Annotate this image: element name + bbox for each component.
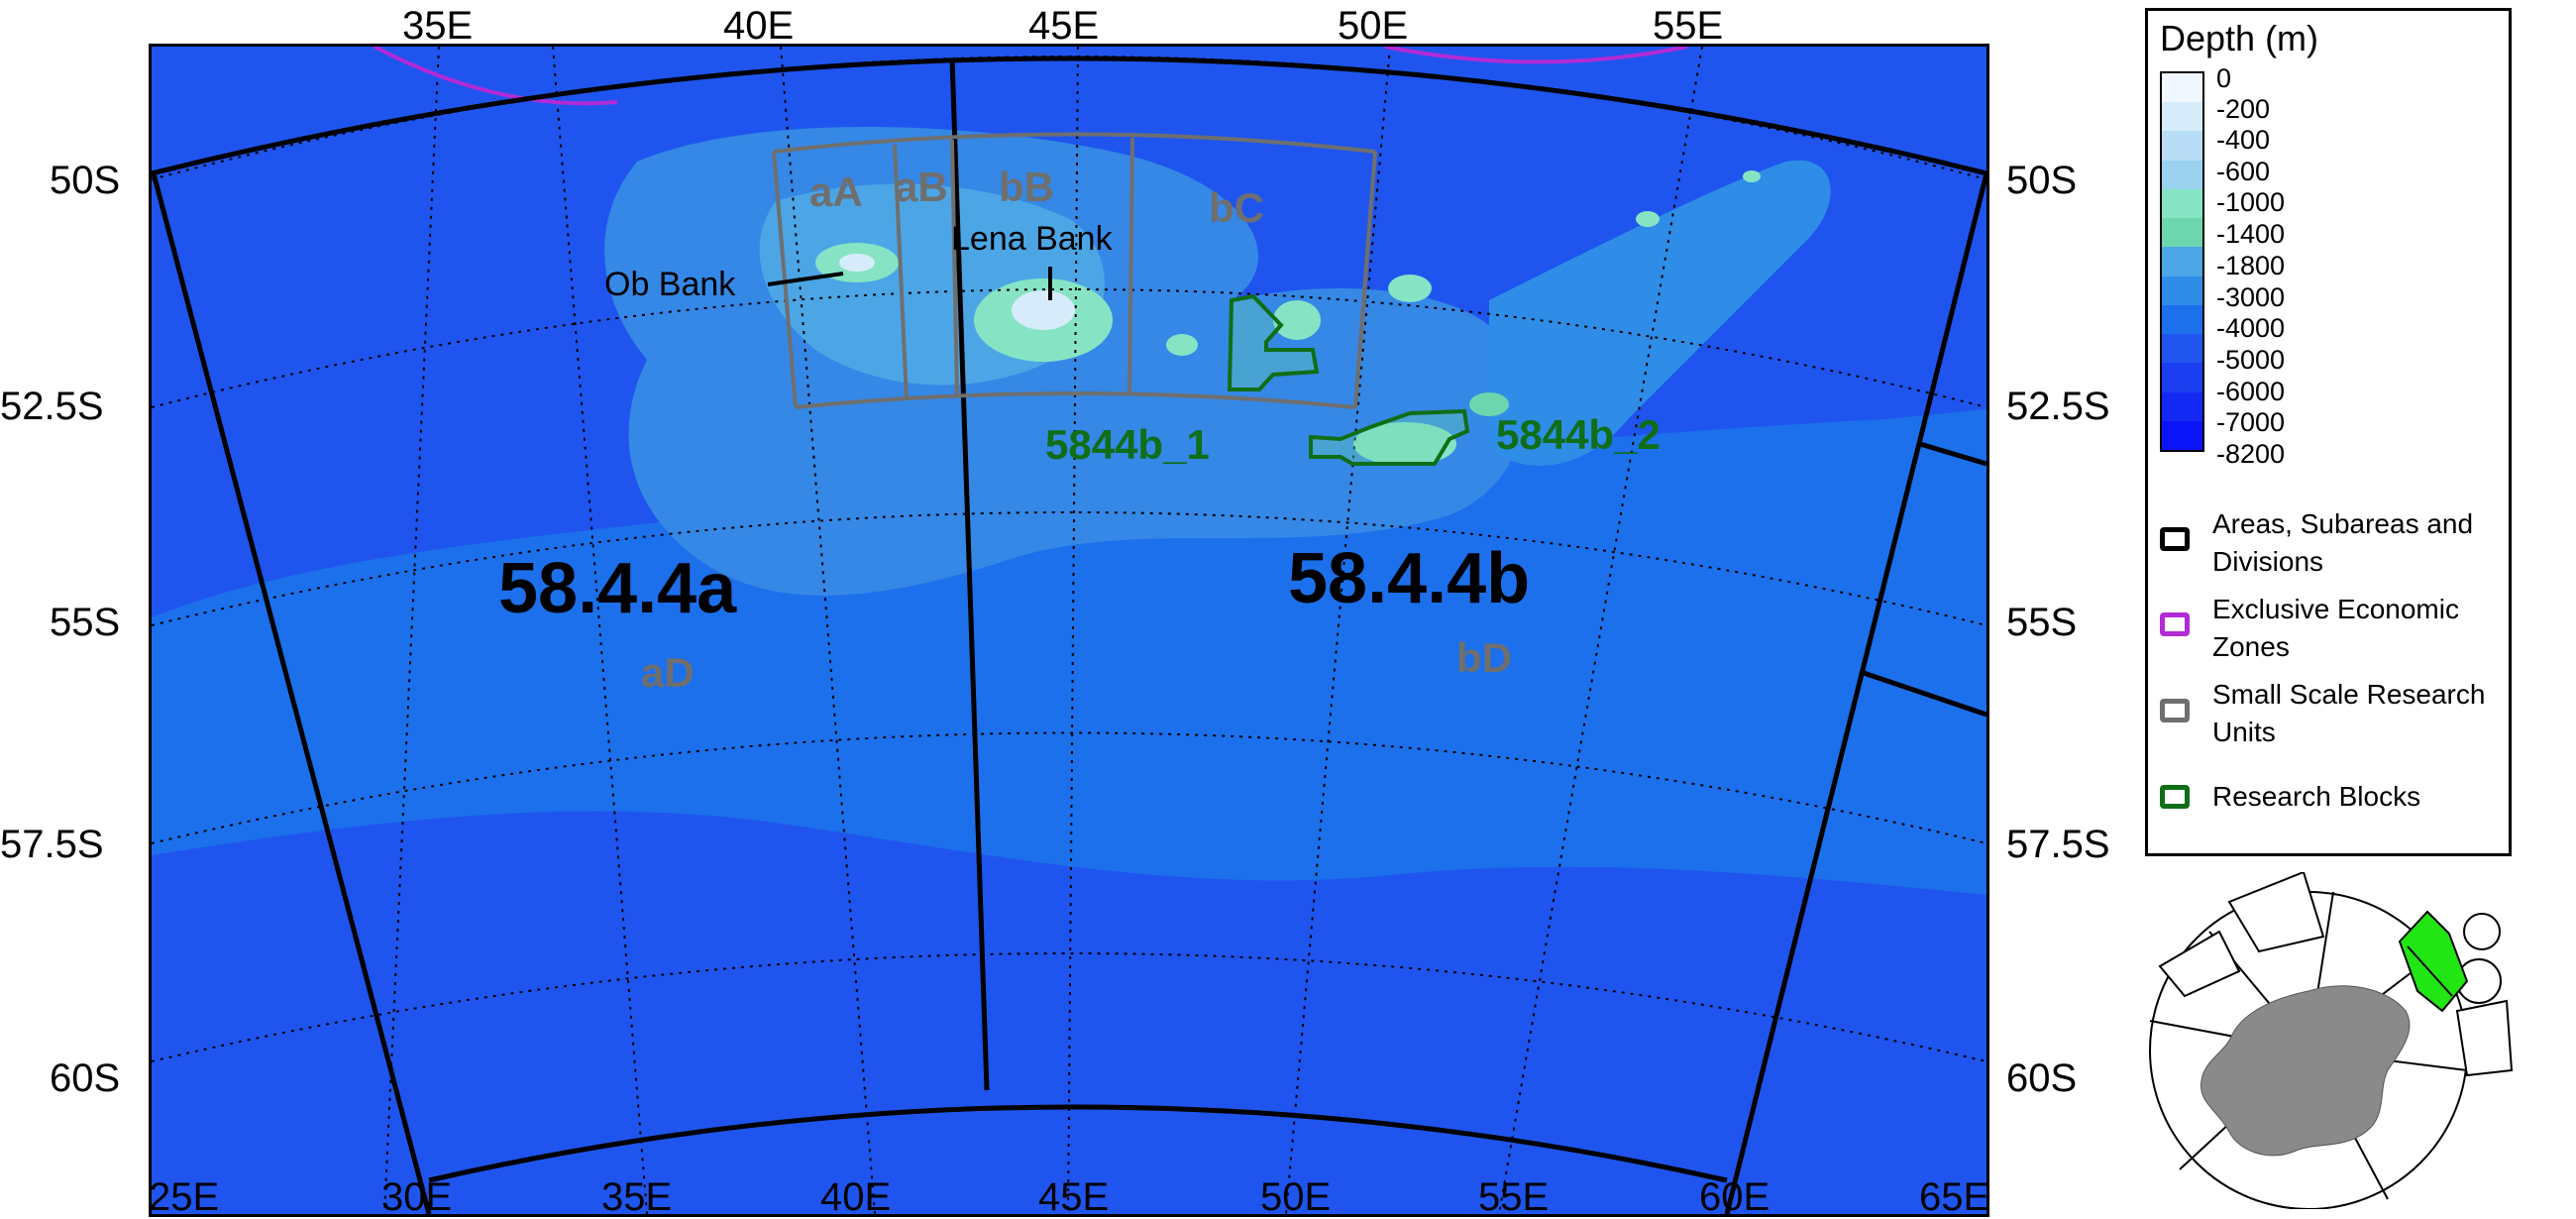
bottom-lon-label: 45E	[1038, 1175, 1110, 1219]
depth-label: -400	[2216, 125, 2271, 155]
research-block-label-1: 5844b_1	[1045, 421, 1210, 468]
depth-color-segment	[2162, 420, 2202, 451]
ssru-boundaries	[772, 132, 1377, 409]
bottom-lon-label: 60E	[1699, 1175, 1771, 1219]
research-block-5844b-2[interactable]	[1309, 408, 1470, 466]
top-lon-label: 35E	[402, 4, 474, 48]
ssru-label-bC: bC	[1209, 184, 1264, 231]
lena-bank-core	[1012, 290, 1075, 330]
depth-color-segment	[2162, 218, 2202, 248]
legend	[2145, 8, 2512, 856]
legend-label-research-blocks: Research Blocks	[2212, 781, 2421, 812]
depth-color-segment	[2162, 102, 2202, 132]
division-boundaries	[152, 55, 1986, 1214]
depth-colorbar	[2160, 71, 2204, 452]
ssru-label-bB: bB	[999, 164, 1054, 210]
bottom-lon-label: 25E	[149, 1175, 220, 1219]
top-lon-label: 45E	[1028, 4, 1100, 48]
depth-label: -1400	[2216, 219, 2286, 249]
legend-swatch-research-blocks	[2160, 785, 2190, 809]
depth-label: -1000	[2216, 187, 2286, 217]
bottom-lon-label: 50E	[1260, 1175, 1332, 1219]
ssru-label-bD: bD	[1456, 634, 1512, 681]
bank-small-1	[1166, 334, 1198, 356]
bank-small-3	[1388, 275, 1432, 302]
right-lat-label: 50S	[2006, 159, 2078, 202]
depth-label: -7000	[2216, 407, 2286, 437]
depth-color-segment	[2162, 73, 2202, 103]
top-lon-label: 40E	[723, 4, 795, 48]
ob-bank-core	[839, 254, 875, 272]
bank-small-6	[1353, 422, 1456, 466]
depth-color-segment	[2162, 188, 2202, 219]
top-lon-label: 55E	[1653, 4, 1724, 48]
right-lat-label: 60S	[2006, 1056, 2078, 1100]
legend-swatch-eez	[2160, 612, 2190, 636]
left-lat-label: 57.5S	[0, 823, 104, 866]
map-panel[interactable]	[149, 44, 1989, 1217]
ssru-label-aB: aB	[895, 164, 948, 210]
ob-bank-pointer	[767, 272, 844, 286]
legend-label-eez: Exclusive Economic Zones	[2212, 594, 2459, 662]
bottom-lon-label: 35E	[601, 1175, 673, 1219]
research-blocks	[1227, 293, 1470, 466]
right-lat-label: 57.5S	[2006, 823, 2110, 866]
bottom-lon-label: 40E	[820, 1175, 892, 1219]
inset-highlight-58-4-4	[2398, 910, 2469, 1013]
top-lon-label: 50E	[1338, 4, 1409, 48]
mid-depth-region	[152, 409, 1986, 895]
inset-antarctica	[2200, 985, 2411, 1157]
bathymetry-map	[152, 47, 1986, 1214]
left-lat-label: 50S	[50, 159, 121, 202]
lena-bank-label: Lena Bank	[951, 220, 1113, 258]
depth-color-segment	[2162, 363, 2202, 392]
depth-label: 0	[2216, 63, 2232, 93]
legend-label-divisions: Areas, Subareas and Divisions	[2212, 508, 2474, 577]
bottom-lon-label: 30E	[381, 1175, 453, 1219]
depth-color-segment	[2162, 160, 2202, 189]
depth-color-segment	[2162, 334, 2202, 364]
inset-locator-map	[2149, 872, 2514, 1209]
left-lat-label: 60S	[50, 1056, 121, 1100]
research-block-5844b-1[interactable]	[1227, 293, 1320, 391]
bank-small-5	[1743, 170, 1761, 182]
depth-color-segment	[2162, 391, 2202, 421]
depth-label: -5000	[2216, 345, 2286, 375]
depth-label: -3000	[2216, 282, 2286, 312]
depth-color-segment	[2162, 131, 2202, 161]
bank-small-7	[1469, 392, 1509, 416]
bottom-lon-label: 55E	[1478, 1175, 1550, 1219]
eez-boundaries	[374, 47, 1688, 106]
left-lat-label: 55S	[50, 601, 121, 644]
division-label-58-4-4b: 58.4.4b	[1288, 539, 1531, 618]
right-lat-label: 55S	[2006, 601, 2078, 644]
depth-label: -600	[2216, 157, 2271, 186]
depth-color-segment	[2162, 276, 2202, 305]
division-label-58-4-4a: 58.4.4a	[498, 549, 737, 628]
legend-swatch-ssru	[2160, 699, 2190, 722]
legend-label-ssru: Small Scale Research Units	[2212, 679, 2486, 747]
depth-label: -200	[2216, 94, 2271, 124]
left-lat-label: 52.5S	[0, 385, 104, 428]
research-block-label-2: 5844b_2	[1496, 411, 1661, 458]
bottom-lon-label: 65E	[1919, 1175, 1990, 1219]
legend-title: Depth (m)	[2160, 18, 2319, 58]
ob-bank-label: Ob Bank	[604, 266, 736, 303]
depth-label: -4000	[2216, 313, 2286, 343]
ssru-label-aD: aD	[641, 649, 695, 696]
legend-swatch-divisions	[2160, 527, 2190, 551]
depth-label: -1800	[2216, 251, 2286, 280]
depth-label: -6000	[2216, 377, 2286, 406]
depth-color-segment	[2162, 304, 2202, 335]
depth-color-segment	[2162, 247, 2202, 277]
eastern-ridge	[1489, 160, 1831, 466]
right-lat-label: 52.5S	[2006, 385, 2110, 428]
ssru-label-aA: aA	[809, 168, 863, 215]
bank-small-2	[1273, 300, 1321, 340]
inset-outer-areas	[2158, 872, 2514, 1077]
bank-small-4	[1636, 211, 1660, 227]
depth-label: -8200	[2216, 439, 2286, 469]
